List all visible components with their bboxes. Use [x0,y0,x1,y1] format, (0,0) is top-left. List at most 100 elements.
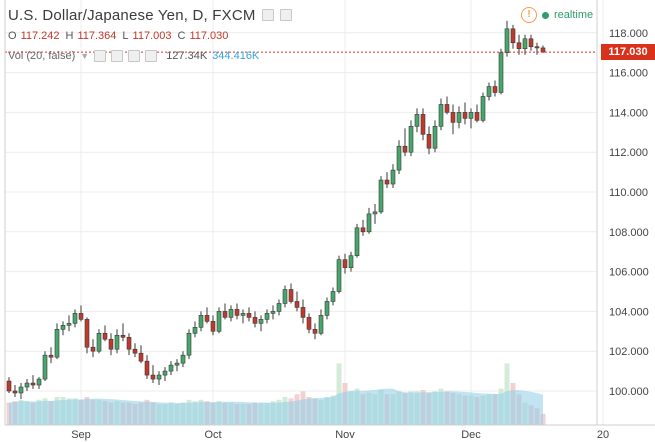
candle-body [492,86,498,93]
candle-body [510,28,516,44]
candle-body [150,374,156,380]
candle-body [78,313,84,320]
time-tick-label: Sep [71,429,91,441]
candle-body [414,114,420,127]
high-value: 117.364 [77,30,117,42]
candle-body [222,311,228,318]
candle-body [72,313,78,324]
candle-body [6,380,12,392]
candle-body [480,96,486,121]
add-icon[interactable] [128,50,141,62]
candle-body [294,301,300,308]
candle-body [516,42,522,50]
time-tick-label: Nov [335,429,355,441]
candle-body [120,334,126,338]
candle-body [66,323,72,326]
price-tick-label: 114.000 [609,107,648,119]
candle-body [132,348,138,354]
candle-body [174,362,180,366]
candle-body [126,336,132,350]
time-tick-label: Dec [461,429,481,441]
settings-icon[interactable] [111,50,124,62]
chart-header: U.S. Dollar/Japanese Yen, D, FXCM [8,4,292,26]
candle-body [228,309,234,318]
volume-ma-value: 344.416K [212,50,260,62]
candle-body [144,360,150,376]
candle-body [534,46,540,49]
candle-body [90,346,96,352]
axes: 100.000 102.000 104.000 106.000 108.000 110.0… [4,0,655,441]
price-tick-label: 106.000 [609,267,649,279]
eye-icon[interactable] [94,50,107,62]
candle-body [138,352,144,362]
format-icon[interactable] [261,9,274,21]
settings-icon[interactable] [279,9,292,21]
candle-body [234,309,240,316]
candle-body [300,307,306,318]
warning-icon[interactable]: ! [521,7,537,23]
candlestick-series[interactable] [6,20,546,399]
candle-body [318,315,324,334]
candle-body [114,334,120,350]
ohlc-legend: O 117.242 H 117.364 L 117.003 C 117.030 [8,30,230,42]
realtime-indicator[interactable]: ! realtime [521,7,593,23]
candle-body [198,315,204,328]
candle-body [432,126,438,149]
price-tick-label: 112.000 [609,147,648,159]
candle-body [288,289,294,302]
candle-body [48,354,54,358]
close-icon[interactable] [145,50,158,62]
candle-body [12,390,18,394]
candle-body [450,112,456,123]
status-dot-icon [542,11,549,19]
candle-body [504,28,510,53]
candle-body [162,370,168,376]
candle-body [102,332,108,340]
candle-body [168,364,174,372]
candle-body [360,227,366,233]
price-tick-label: 102.000 [609,346,649,358]
candle-body [330,291,336,302]
time-tick-label: Oct [204,429,221,441]
candle-body [468,112,474,119]
candle-body [30,382,36,386]
candle-body [528,38,534,48]
grid-layer [5,0,604,425]
candle-body [96,332,102,352]
candle-body [456,112,462,123]
open-label: O [8,30,17,42]
candle-body [366,213,372,233]
symbol-title[interactable]: U.S. Dollar/Japanese Yen, D, FXCM [8,6,256,24]
price-tick-label: 100.000 [609,386,649,398]
time-tick-label: 20 [597,429,609,441]
high-label: H [65,30,74,42]
candle-body [210,321,216,332]
candle-body [390,169,396,185]
close-label: C [177,30,186,42]
candle-body [378,179,384,213]
candle-body [186,332,192,356]
candle-body [444,104,450,113]
candle-body [336,259,342,292]
candle-body [420,114,426,135]
candle-body [270,311,276,314]
candle-body [426,133,432,149]
candle-body [240,313,246,316]
price-tick-label: 110.000 [609,187,648,199]
candle-body [252,317,258,324]
candle-body [216,311,222,332]
candle-body [192,327,198,334]
low-value: 117.003 [132,30,172,42]
candle-body [84,319,90,348]
candle-body [486,86,492,97]
chevron-down-icon[interactable]: ▼ [80,51,90,61]
volume-label[interactable]: Vol (20, false) [8,50,76,62]
volume-legend: Vol (20, false) ▼ 127.34K 344.416K [8,50,259,62]
candle-body [312,329,318,334]
candle-body [258,319,264,324]
candle-body [540,47,546,53]
candle-body [522,38,528,50]
candle-body [156,374,162,380]
candle-body [438,104,444,127]
